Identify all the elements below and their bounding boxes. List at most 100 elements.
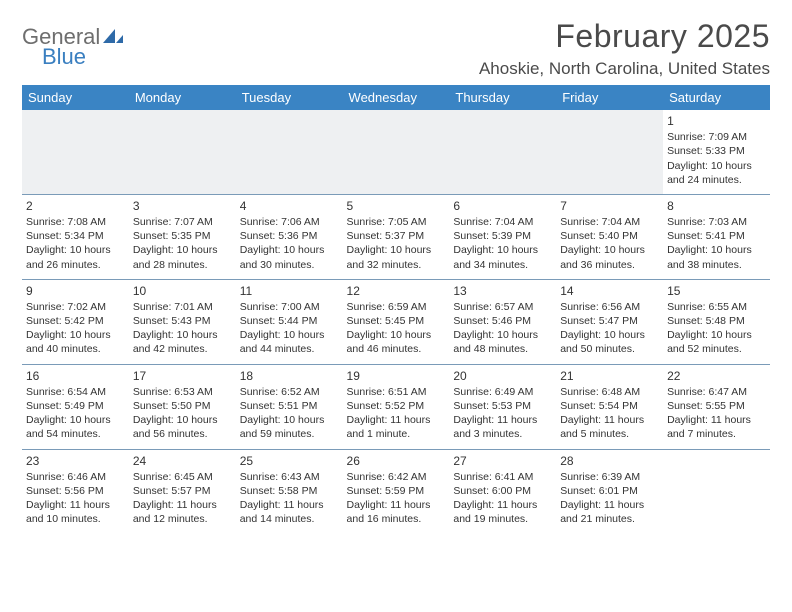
- sunset-text: Sunset: 5:34 PM: [26, 229, 125, 243]
- daylight-text: Daylight: 10 hours and 54 minutes.: [26, 413, 125, 441]
- daylight-text: Daylight: 10 hours and 46 minutes.: [347, 328, 446, 356]
- calendar-day-cell: [22, 110, 129, 194]
- daylight-text: Daylight: 11 hours and 19 minutes.: [453, 498, 552, 526]
- sunrise-text: Sunrise: 7:04 AM: [453, 215, 552, 229]
- calendar-header-row: SundayMondayTuesdayWednesdayThursdayFrid…: [22, 85, 770, 110]
- calendar-day-cell: 8Sunrise: 7:03 AMSunset: 5:41 PMDaylight…: [663, 194, 770, 279]
- calendar-day-cell: 4Sunrise: 7:06 AMSunset: 5:36 PMDaylight…: [236, 194, 343, 279]
- daylight-text: Daylight: 10 hours and 59 minutes.: [240, 413, 339, 441]
- daylight-text: Daylight: 10 hours and 34 minutes.: [453, 243, 552, 271]
- calendar-week-row: 9Sunrise: 7:02 AMSunset: 5:42 PMDaylight…: [22, 279, 770, 364]
- sunrise-text: Sunrise: 6:47 AM: [667, 385, 766, 399]
- daylight-text: Daylight: 11 hours and 3 minutes.: [453, 413, 552, 441]
- daylight-text: Daylight: 10 hours and 42 minutes.: [133, 328, 232, 356]
- sunset-text: Sunset: 5:57 PM: [133, 484, 232, 498]
- sunset-text: Sunset: 5:52 PM: [347, 399, 446, 413]
- logo: General Blue: [22, 18, 124, 50]
- day-number: 11: [240, 283, 339, 299]
- sunrise-text: Sunrise: 6:43 AM: [240, 470, 339, 484]
- sunrise-text: Sunrise: 6:46 AM: [26, 470, 125, 484]
- calendar-day-cell: 6Sunrise: 7:04 AMSunset: 5:39 PMDaylight…: [449, 194, 556, 279]
- sunset-text: Sunset: 5:54 PM: [560, 399, 659, 413]
- daylight-text: Daylight: 11 hours and 14 minutes.: [240, 498, 339, 526]
- sunset-text: Sunset: 5:59 PM: [347, 484, 446, 498]
- sunrise-text: Sunrise: 6:52 AM: [240, 385, 339, 399]
- weekday-header: Wednesday: [343, 85, 450, 110]
- day-number: 25: [240, 453, 339, 469]
- calendar-day-cell: 3Sunrise: 7:07 AMSunset: 5:35 PMDaylight…: [129, 194, 236, 279]
- calendar-day-cell: [556, 110, 663, 194]
- daylight-text: Daylight: 10 hours and 38 minutes.: [667, 243, 766, 271]
- sunset-text: Sunset: 5:51 PM: [240, 399, 339, 413]
- sunrise-text: Sunrise: 6:51 AM: [347, 385, 446, 399]
- daylight-text: Daylight: 11 hours and 1 minute.: [347, 413, 446, 441]
- sunset-text: Sunset: 5:50 PM: [133, 399, 232, 413]
- daylight-text: Daylight: 10 hours and 50 minutes.: [560, 328, 659, 356]
- sunset-text: Sunset: 5:36 PM: [240, 229, 339, 243]
- calendar-week-row: 1Sunrise: 7:09 AMSunset: 5:33 PMDaylight…: [22, 110, 770, 194]
- calendar-day-cell: 22Sunrise: 6:47 AMSunset: 5:55 PMDayligh…: [663, 364, 770, 449]
- day-number: 15: [667, 283, 766, 299]
- calendar-day-cell: 1Sunrise: 7:09 AMSunset: 5:33 PMDaylight…: [663, 110, 770, 194]
- sunset-text: Sunset: 5:45 PM: [347, 314, 446, 328]
- sunset-text: Sunset: 5:35 PM: [133, 229, 232, 243]
- daylight-text: Daylight: 10 hours and 30 minutes.: [240, 243, 339, 271]
- sunset-text: Sunset: 5:49 PM: [26, 399, 125, 413]
- sunrise-text: Sunrise: 7:02 AM: [26, 300, 125, 314]
- calendar-day-cell: 23Sunrise: 6:46 AMSunset: 5:56 PMDayligh…: [22, 449, 129, 533]
- daylight-text: Daylight: 10 hours and 44 minutes.: [240, 328, 339, 356]
- sunrise-text: Sunrise: 6:57 AM: [453, 300, 552, 314]
- calendar-day-cell: 7Sunrise: 7:04 AMSunset: 5:40 PMDaylight…: [556, 194, 663, 279]
- sunrise-text: Sunrise: 6:41 AM: [453, 470, 552, 484]
- calendar-day-cell: 5Sunrise: 7:05 AMSunset: 5:37 PMDaylight…: [343, 194, 450, 279]
- day-number: 10: [133, 283, 232, 299]
- calendar-day-cell: 27Sunrise: 6:41 AMSunset: 6:00 PMDayligh…: [449, 449, 556, 533]
- calendar-day-cell: 9Sunrise: 7:02 AMSunset: 5:42 PMDaylight…: [22, 279, 129, 364]
- day-number: 27: [453, 453, 552, 469]
- day-number: 3: [133, 198, 232, 214]
- sunrise-text: Sunrise: 7:04 AM: [560, 215, 659, 229]
- sunrise-text: Sunrise: 7:06 AM: [240, 215, 339, 229]
- calendar-day-cell: 13Sunrise: 6:57 AMSunset: 5:46 PMDayligh…: [449, 279, 556, 364]
- daylight-text: Daylight: 11 hours and 5 minutes.: [560, 413, 659, 441]
- calendar-day-cell: 15Sunrise: 6:55 AMSunset: 5:48 PMDayligh…: [663, 279, 770, 364]
- calendar-week-row: 23Sunrise: 6:46 AMSunset: 5:56 PMDayligh…: [22, 449, 770, 533]
- daylight-text: Daylight: 10 hours and 48 minutes.: [453, 328, 552, 356]
- sunrise-text: Sunrise: 6:56 AM: [560, 300, 659, 314]
- day-number: 8: [667, 198, 766, 214]
- calendar-week-row: 16Sunrise: 6:54 AMSunset: 5:49 PMDayligh…: [22, 364, 770, 449]
- day-number: 18: [240, 368, 339, 384]
- daylight-text: Daylight: 10 hours and 32 minutes.: [347, 243, 446, 271]
- calendar-day-cell: 11Sunrise: 7:00 AMSunset: 5:44 PMDayligh…: [236, 279, 343, 364]
- sunset-text: Sunset: 5:40 PM: [560, 229, 659, 243]
- sunset-text: Sunset: 5:46 PM: [453, 314, 552, 328]
- sunrise-text: Sunrise: 6:48 AM: [560, 385, 659, 399]
- logo-text-blue: Blue: [42, 44, 86, 70]
- calendar-day-cell: [663, 449, 770, 533]
- calendar-day-cell: [449, 110, 556, 194]
- day-number: 16: [26, 368, 125, 384]
- title-block: February 2025 Ahoskie, North Carolina, U…: [479, 18, 770, 79]
- sunrise-text: Sunrise: 6:54 AM: [26, 385, 125, 399]
- day-number: 28: [560, 453, 659, 469]
- day-number: 24: [133, 453, 232, 469]
- day-number: 17: [133, 368, 232, 384]
- sunrise-text: Sunrise: 7:05 AM: [347, 215, 446, 229]
- daylight-text: Daylight: 10 hours and 40 minutes.: [26, 328, 125, 356]
- day-number: 19: [347, 368, 446, 384]
- day-number: 6: [453, 198, 552, 214]
- calendar-day-cell: 21Sunrise: 6:48 AMSunset: 5:54 PMDayligh…: [556, 364, 663, 449]
- sunset-text: Sunset: 6:00 PM: [453, 484, 552, 498]
- calendar-day-cell: 28Sunrise: 6:39 AMSunset: 6:01 PMDayligh…: [556, 449, 663, 533]
- day-number: 12: [347, 283, 446, 299]
- sunrise-text: Sunrise: 6:42 AM: [347, 470, 446, 484]
- sunrise-text: Sunrise: 7:08 AM: [26, 215, 125, 229]
- day-number: 22: [667, 368, 766, 384]
- logo-sail-icon: [102, 28, 124, 46]
- sunrise-text: Sunrise: 7:07 AM: [133, 215, 232, 229]
- weekday-header: Monday: [129, 85, 236, 110]
- calendar-day-cell: [129, 110, 236, 194]
- daylight-text: Daylight: 11 hours and 12 minutes.: [133, 498, 232, 526]
- sunrise-text: Sunrise: 6:55 AM: [667, 300, 766, 314]
- calendar-day-cell: 10Sunrise: 7:01 AMSunset: 5:43 PMDayligh…: [129, 279, 236, 364]
